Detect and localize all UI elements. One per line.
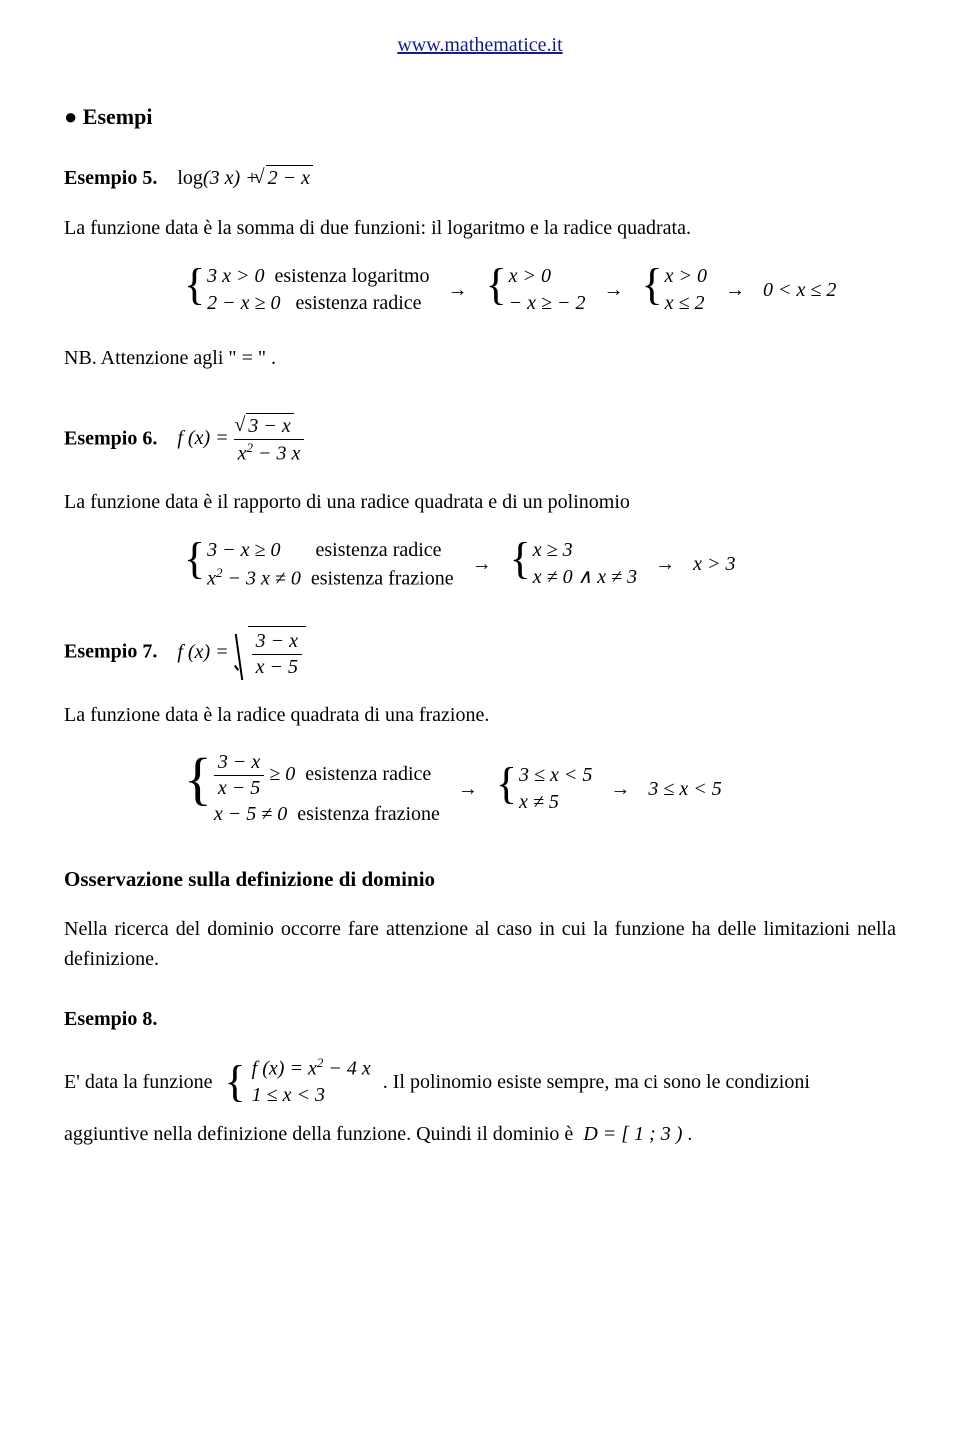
example-6-expression: f (x) = 3 − x x2 − 3 x xyxy=(177,427,304,449)
ex5-g3-line1: x > 0 xyxy=(665,263,707,290)
ex5-g1-line2: 2 − x ≥ 0 esistenza radice xyxy=(207,290,429,317)
example-6-system-2: { x ≥ 3 x ≠ 0 ∧ x ≠ 3 xyxy=(510,537,638,591)
arrow-icon: → xyxy=(447,275,467,305)
ex7-g1-line1: 3 − x x − 5 ≥ 0 esistenza radice xyxy=(214,750,440,801)
example-5-header: Esempio 5. log(3 x) + 2 − x xyxy=(64,163,896,193)
example-6-result: x > 3 xyxy=(693,549,735,579)
arrow-icon: → xyxy=(472,549,492,579)
observation-body: Nella ricerca del dominio occorre fare a… xyxy=(64,914,896,974)
example-7-header: Esempio 7. f (x) = 3 − x x − 5 xyxy=(64,626,896,680)
ex5-g1-line1: 3 x > 0 esistenza logaritmo xyxy=(207,263,429,290)
arrow-icon: → xyxy=(655,549,675,579)
example-5-system-3: { x > 0 x ≤ 2 xyxy=(641,263,707,317)
arrow-icon: → xyxy=(725,275,745,305)
example-7-expression: f (x) = 3 − x x − 5 xyxy=(177,641,306,663)
ex7-g2-line1: 3 ≤ x < 5 xyxy=(519,762,592,789)
example-8-line: E' data la funzione { f (x) = x2 − 4 x 1… xyxy=(64,1054,896,1110)
example-7-system-1: { 3 − x x − 5 ≥ 0 esistenza radice x − 5… xyxy=(184,750,440,828)
example-5-description: La funzione data è la somma di due funzi… xyxy=(64,213,896,243)
example-7-chain: { 3 − x x − 5 ≥ 0 esistenza radice x − 5… xyxy=(184,750,896,828)
arrow-icon: → xyxy=(603,275,623,305)
example-5-chain: { 3 x > 0 esistenza logaritmo 2 − x ≥ 0 … xyxy=(184,263,896,317)
example-5-system-2: { x > 0 − x ≥ − 2 xyxy=(485,263,585,317)
example-6-header: Esempio 6. f (x) = 3 − x x2 − 3 x xyxy=(64,413,896,467)
example-6-description: La funzione data è il rapporto di una ra… xyxy=(64,487,896,517)
observation-title: Osservazione sulla definizione di domini… xyxy=(64,864,896,896)
ex6-g1-line1: 3 − x ≥ 0 esistenza radice xyxy=(207,537,453,564)
ex7-g2-line2: x ≠ 5 xyxy=(519,789,592,816)
ex5-g2-line2: − x ≥ − 2 xyxy=(509,290,586,317)
example-8-lead: E' data la funzione xyxy=(64,1067,213,1097)
ex6-g1-line2: x2 − 3 x ≠ 0 esistenza frazione xyxy=(207,564,453,593)
example-7-description: La funzione data è la radice quadrata di… xyxy=(64,700,896,730)
ex6-g2-line1: x ≥ 3 xyxy=(533,537,637,564)
example-5-note: NB. Attenzione agli " = " . xyxy=(64,343,896,373)
ex6-g2-line2: x ≠ 0 ∧ x ≠ 3 xyxy=(533,564,637,591)
ex8-sys-line2: 1 ≤ x < 3 xyxy=(252,1082,371,1109)
example-6-chain: { 3 − x ≥ 0 esistenza radice x2 − 3 x ≠ … xyxy=(184,537,896,593)
ex7-g1-line2: x − 5 ≠ 0 esistenza frazione xyxy=(214,801,440,828)
ex5-g2-line1: x > 0 xyxy=(509,263,586,290)
ex5-g3-line2: x ≤ 2 xyxy=(665,290,707,317)
ex8-sys-line1: f (x) = x2 − 4 x xyxy=(252,1054,371,1083)
example-6-label: Esempio 6. xyxy=(64,427,157,449)
example-7-system-2: { 3 ≤ x < 5 x ≠ 5 xyxy=(496,762,593,816)
example-5-system-1: { 3 x > 0 esistenza logaritmo 2 − x ≥ 0 … xyxy=(184,263,429,317)
section-title: ● Esempi xyxy=(64,100,896,133)
example-5-label: Esempio 5. xyxy=(64,167,157,189)
example-8-tail: . Il polinomio esiste sempre, ma ci sono… xyxy=(383,1067,810,1097)
example-6-system-1: { 3 − x ≥ 0 esistenza radice x2 − 3 x ≠ … xyxy=(184,537,454,593)
arrow-icon: → xyxy=(458,774,478,804)
example-8-system: { f (x) = x2 − 4 x 1 ≤ x < 3 xyxy=(225,1054,371,1110)
arrow-icon: → xyxy=(610,774,630,804)
example-5-result: 0 < x ≤ 2 xyxy=(763,275,836,305)
header-site-link[interactable]: www.mathematice.it xyxy=(64,30,896,60)
example-8-final: aggiuntive nella definizione della funzi… xyxy=(64,1119,896,1149)
example-7-result: 3 ≤ x < 5 xyxy=(648,774,721,804)
example-5-expression: log(3 x) + 2 − x xyxy=(177,167,313,189)
example-8-label: Esempio 8. xyxy=(64,1008,157,1030)
example-7-label: Esempio 7. xyxy=(64,641,157,663)
